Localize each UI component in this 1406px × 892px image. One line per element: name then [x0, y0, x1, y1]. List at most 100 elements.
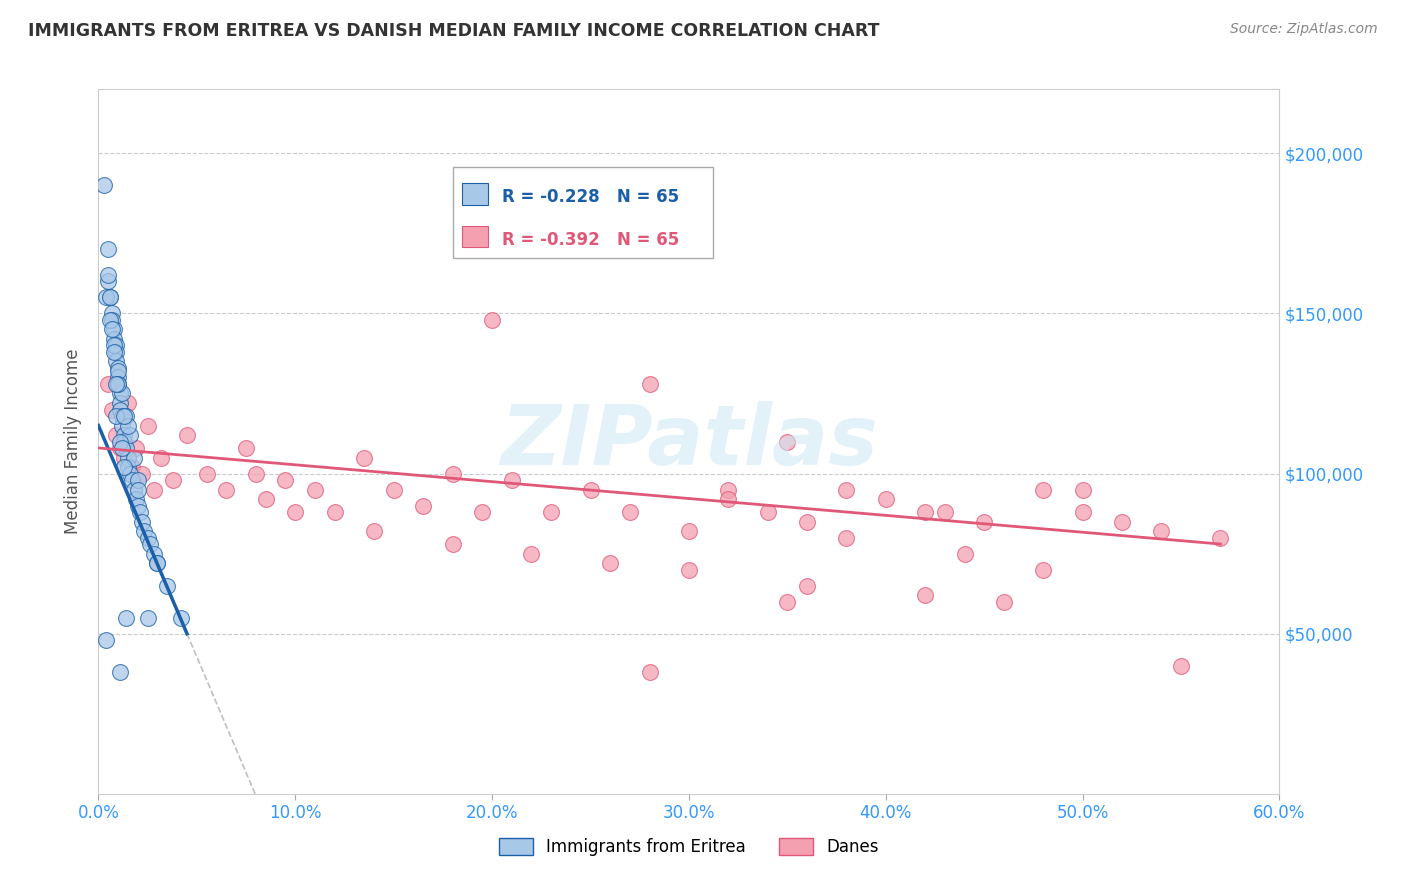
Point — [97, 376, 120, 391]
Point — [835, 483, 858, 497]
Point — [953, 547, 976, 561]
Point — [107, 376, 129, 391]
Point — [1071, 505, 1094, 519]
Point — [776, 595, 799, 609]
Point — [103, 322, 125, 336]
Point — [796, 515, 818, 529]
Point — [678, 563, 700, 577]
Point — [195, 467, 218, 481]
Point — [323, 505, 346, 519]
Point — [638, 376, 661, 391]
Point — [107, 364, 129, 378]
Point — [678, 524, 700, 539]
Point — [756, 505, 779, 519]
Point — [176, 428, 198, 442]
Point — [101, 313, 124, 327]
Point — [235, 441, 257, 455]
Legend: Immigrants from Eritrea, Danes: Immigrants from Eritrea, Danes — [494, 831, 884, 863]
Point — [112, 434, 135, 449]
Point — [115, 610, 138, 624]
Point — [127, 483, 149, 497]
Point — [412, 499, 434, 513]
Point — [471, 505, 494, 519]
Point — [481, 313, 503, 327]
Point — [579, 483, 602, 497]
Point — [914, 505, 936, 519]
Point — [599, 556, 621, 570]
Point — [125, 492, 148, 507]
Point — [127, 473, 149, 487]
Point — [122, 450, 145, 465]
Point — [108, 434, 131, 449]
Point — [162, 473, 184, 487]
Point — [107, 370, 129, 384]
Point — [105, 354, 128, 368]
Point — [97, 268, 120, 282]
Point — [254, 492, 277, 507]
Point — [717, 483, 740, 497]
Point — [101, 306, 124, 320]
Point — [111, 418, 134, 433]
Point — [934, 505, 956, 519]
Point — [520, 547, 543, 561]
Point — [117, 460, 139, 475]
Point — [131, 467, 153, 481]
Point — [101, 402, 124, 417]
Point — [105, 344, 128, 359]
Point — [122, 483, 145, 497]
Point — [973, 515, 995, 529]
Point — [115, 409, 138, 423]
Point — [540, 505, 562, 519]
Point — [108, 402, 131, 417]
Point — [1032, 563, 1054, 577]
Point — [138, 537, 160, 551]
Point — [121, 460, 143, 475]
Point — [112, 450, 135, 465]
Point — [98, 313, 121, 327]
Point — [1032, 483, 1054, 497]
Point — [112, 409, 135, 423]
Point — [146, 556, 169, 570]
Point — [111, 441, 134, 455]
Point — [835, 531, 858, 545]
Point — [105, 338, 128, 352]
Point — [111, 409, 134, 423]
Point — [111, 386, 134, 401]
Point — [638, 665, 661, 680]
Point — [96, 633, 118, 648]
Point — [215, 483, 238, 497]
Point — [98, 290, 121, 304]
Point — [117, 450, 139, 465]
Point — [108, 396, 131, 410]
Point — [382, 483, 405, 497]
Text: R = -0.228   N = 65: R = -0.228 N = 65 — [502, 188, 679, 206]
Point — [108, 665, 131, 680]
Point — [132, 524, 155, 539]
Text: R = -0.392   N = 65: R = -0.392 N = 65 — [502, 230, 679, 249]
Point — [363, 524, 385, 539]
FancyBboxPatch shape — [453, 167, 713, 259]
Point — [105, 428, 128, 442]
Point — [993, 595, 1015, 609]
Point — [97, 243, 120, 257]
Point — [353, 450, 375, 465]
Point — [1111, 515, 1133, 529]
Point — [117, 418, 139, 433]
Point — [128, 505, 150, 519]
Point — [131, 515, 153, 529]
Point — [150, 450, 173, 465]
Point — [108, 441, 131, 455]
Point — [501, 473, 523, 487]
Point — [103, 332, 125, 346]
Point — [105, 409, 128, 423]
Point — [117, 396, 139, 410]
FancyBboxPatch shape — [463, 184, 488, 205]
Point — [245, 467, 267, 481]
Point — [441, 467, 464, 481]
Point — [1170, 658, 1192, 673]
Point — [1150, 524, 1173, 539]
Point — [142, 483, 165, 497]
Point — [142, 547, 165, 561]
Point — [441, 537, 464, 551]
Point — [284, 505, 307, 519]
